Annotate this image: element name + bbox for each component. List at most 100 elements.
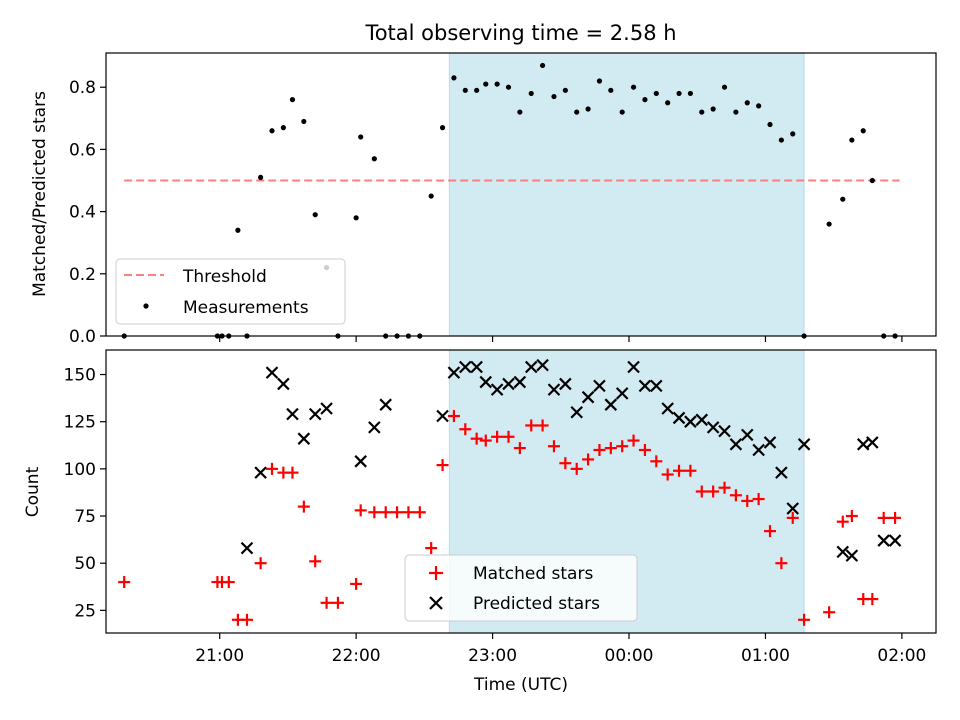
y-tick-label: 0.6 — [69, 140, 96, 160]
matched-star-point — [402, 506, 415, 519]
matched-star-point — [650, 455, 663, 468]
predicted-star-point — [672, 411, 686, 425]
top-legend: Threshold Measurements — [115, 258, 346, 325]
matched-star-point — [459, 423, 472, 436]
top-shaded-interval — [448, 52, 805, 337]
matched-star-point — [266, 462, 278, 475]
measurement-point — [869, 177, 875, 184]
x-tick-label: 23:00 — [468, 646, 517, 666]
measurement-point — [790, 131, 796, 137]
measurement-point — [428, 193, 434, 199]
x-tick-label: 21:00 — [195, 646, 244, 666]
y-tick-label: 125 — [64, 413, 96, 433]
matched-star-point — [764, 525, 776, 538]
matched-star-point — [786, 511, 799, 524]
measurement-point — [767, 121, 773, 128]
measurement-point — [826, 221, 832, 227]
matched-star-point — [391, 506, 404, 519]
predicted-star-point — [650, 379, 663, 393]
x-axis-label: Time (UTC) — [473, 675, 568, 695]
predicted-star-point — [888, 534, 902, 547]
predicted-star-point — [684, 415, 697, 428]
matched-star-point — [320, 596, 333, 609]
predicted-star-point — [729, 438, 743, 451]
predicted-star-point — [320, 402, 333, 415]
measurement-point — [710, 106, 716, 112]
matched-star-point — [286, 466, 299, 479]
predicted-star-point — [513, 375, 527, 389]
matched-star-point — [845, 510, 858, 523]
bottom-panel: 25 50 75 100 125 150 21:00 22:00 23:00 00:00 01:0… — [23, 349, 937, 695]
measurement-point — [687, 90, 694, 97]
y-tick-label: 0.8 — [69, 78, 96, 98]
matched-star-point — [570, 462, 583, 475]
shaded-observing-window — [448, 52, 805, 337]
predicted-star-point — [459, 360, 472, 374]
bottom-legend-box — [404, 554, 638, 622]
y-tick-label: 150 — [64, 366, 96, 386]
matched-star-point — [707, 485, 720, 498]
legend-matched-swatch — [429, 566, 443, 580]
predicted-star-point — [286, 407, 299, 421]
matched-star-point — [350, 577, 363, 590]
measurement-point — [269, 128, 275, 134]
predicted-star-point — [581, 390, 595, 404]
measurement-point — [474, 87, 480, 93]
predicted-star-point — [265, 366, 279, 379]
matched-star-point — [673, 464, 686, 477]
measurement-point — [840, 196, 846, 202]
measurement-point — [653, 90, 659, 97]
measurement-point — [744, 100, 750, 106]
matched-star-point — [866, 593, 879, 606]
matched-star-point — [536, 419, 549, 432]
matched-star-point — [491, 430, 504, 443]
measurement-point — [494, 81, 500, 87]
matched-star-point — [729, 489, 742, 502]
legend-matched-label: Matched stars — [473, 564, 593, 584]
top-y-axis-label: Matched/Predicted stars — [30, 91, 50, 297]
predicted-star-point — [752, 443, 765, 457]
matched-star-point — [513, 442, 526, 455]
matched-star-point — [798, 613, 811, 626]
y-tick-label: 0.2 — [69, 265, 96, 285]
predicted-star-point — [490, 383, 504, 396]
legend-threshold-label: Threshold — [182, 267, 267, 287]
matched-star-point — [379, 506, 392, 519]
matched-star-point — [436, 459, 449, 472]
matched-star-point — [222, 576, 235, 589]
measurement-point — [258, 174, 264, 180]
predicted-star-point — [763, 436, 777, 449]
bottom-legend: Matched stars Predicted stars — [404, 554, 638, 622]
predicted-star-point — [740, 428, 754, 442]
predicted-star-point — [775, 466, 788, 479]
measurement-point — [562, 87, 568, 93]
matched-star-point — [559, 457, 572, 470]
matched-star-point — [718, 481, 731, 494]
predicted-star-point — [354, 455, 367, 468]
measurement-point — [860, 128, 866, 134]
matched-star-point — [447, 410, 460, 423]
x-tick-label: 22:00 — [332, 646, 381, 666]
top-y-ticks: 0.0 0.2 0.4 0.6 0.8 — [69, 78, 106, 347]
measurement-point — [630, 84, 637, 90]
bottom-y-axis-label: Count — [23, 466, 43, 517]
y-tick-label: 100 — [64, 460, 96, 480]
x-tick-label: 02:00 — [877, 646, 926, 666]
measurement-point — [235, 227, 241, 233]
matched-star-point — [695, 485, 708, 498]
top-x-ticks — [219, 336, 903, 342]
matched-star-point — [889, 511, 902, 524]
predicted-star-point — [786, 502, 800, 515]
predicted-star-point — [845, 549, 859, 562]
predicted-star-point — [836, 545, 850, 559]
matched-star-point — [470, 432, 483, 445]
matched-star-point — [525, 419, 538, 432]
y-tick-label: 0.4 — [69, 203, 96, 223]
predicted-star-point — [297, 432, 311, 445]
measurement-point — [849, 137, 855, 143]
measurement-point — [301, 118, 307, 125]
matched-star-point — [684, 464, 697, 477]
measurement-point — [540, 62, 546, 69]
measurement-point — [676, 90, 682, 97]
predicted-star-point — [502, 377, 515, 391]
